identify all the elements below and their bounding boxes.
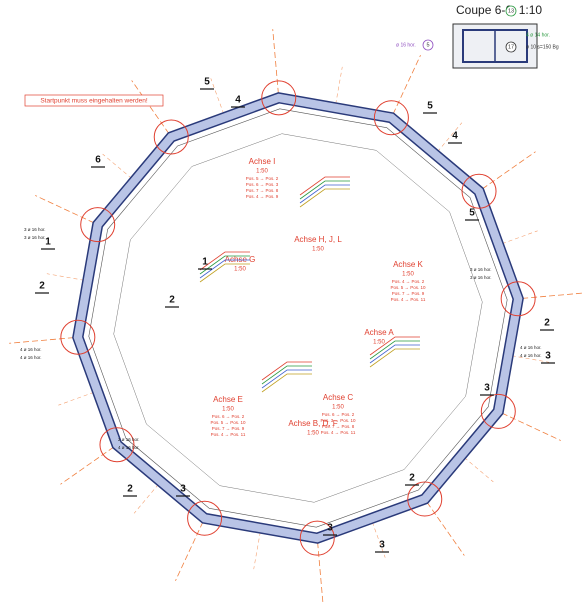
section-mark: 2 xyxy=(39,281,45,292)
bar-label: 4 ø 16 hor. xyxy=(20,347,42,352)
section-label: ø 16 hor. xyxy=(396,42,416,48)
section-mark: 3 xyxy=(484,383,490,394)
bar-label: 4 ø 16 hor. xyxy=(20,355,42,360)
axis-scale: 1:50 xyxy=(222,407,234,413)
section-label: 4 ø 14 hor. xyxy=(526,32,550,38)
warning-text: Startpunkt muss eingehalten werden! xyxy=(40,98,148,105)
section-mark: 5 xyxy=(204,77,210,88)
axis-scale: 1:50 xyxy=(332,405,344,411)
position-number: 13 xyxy=(508,8,514,14)
section-mark: 2 xyxy=(127,484,133,495)
axis-note: Pos. 3 → Pos. 10 xyxy=(320,418,356,423)
section-label: ø 10 s=150 Bg xyxy=(526,44,559,50)
axis-note: Pos. 5 → Pos. 2 xyxy=(246,176,279,181)
position-number: 17 xyxy=(508,44,514,50)
section-mark: 3 xyxy=(180,484,186,495)
axis-scale: 1:50 xyxy=(312,247,324,253)
bar-label: 4 ø 16 hor. xyxy=(118,445,140,450)
section-title: Coupe 6-6, 1:10 xyxy=(456,3,542,17)
axis-note: Pos. 4 → Pos. 9 xyxy=(246,194,279,199)
section-view xyxy=(453,24,537,68)
bar-label: 2 ø 16 hor. xyxy=(118,437,140,442)
axis-note: Pos. 4 → Pos. 11 xyxy=(391,297,426,302)
section-mark: 5 xyxy=(469,208,475,219)
axis-name: Achse K xyxy=(393,260,423,269)
axis-name: Achse I xyxy=(249,157,276,166)
bar-label: 3 ø 16 hor. xyxy=(470,275,492,280)
bar-label: 4 ø 16 hor. xyxy=(520,345,542,350)
section-mark: 2 xyxy=(544,318,550,329)
axis-scale: 1:50 xyxy=(373,340,385,346)
axis-name: Achse C xyxy=(323,393,353,402)
bar-label: 3 ø 16 hor. xyxy=(470,267,492,272)
axis-note: Pos. 7 → Pos. 9 xyxy=(212,426,245,431)
section-mark: 4 xyxy=(452,131,458,142)
section-mark: 1 xyxy=(45,237,51,248)
axis-name: Achse E xyxy=(213,395,243,404)
axis-note: Pos. 5 → Pos. 10 xyxy=(390,285,426,290)
bar-label: 3 ø 16 hor. xyxy=(24,235,46,240)
axis-note: Pos. 6 → Pos. 3 xyxy=(246,182,279,187)
axis-name: Achse H, J, L xyxy=(294,235,342,244)
bar-label: 4 ø 16 hor. xyxy=(520,353,542,358)
axis-scale: 1:50 xyxy=(402,272,414,278)
section-mark: 6 xyxy=(95,155,101,166)
axis-note: Pos. 7 → Pos. 8 xyxy=(322,424,355,429)
position-number: 5 xyxy=(426,42,429,48)
axis-note: Pos. 4 → Pos. 11 xyxy=(321,430,356,435)
section-mark: 3 xyxy=(545,351,551,362)
section-mark: 5 xyxy=(427,101,433,112)
drawing: Coupe 6-6, 1:10131754 ø 14 hor.ø 10 s=15… xyxy=(0,0,584,604)
section-mark: 2 xyxy=(169,295,175,306)
bar-label: 3 ø 16 hor. xyxy=(24,227,46,232)
axis-note: Pos. 4 → Pos. 2 xyxy=(392,279,425,284)
axis-note: Pos. 7 → Pos. 8 xyxy=(246,188,279,193)
section-mark: 3 xyxy=(327,523,333,534)
axis-note: Pos. 6 → Pos. 2 xyxy=(212,414,245,419)
axis-scale: 1:50 xyxy=(307,431,319,437)
section-mark: 1 xyxy=(202,257,208,268)
section-mark: 4 xyxy=(235,95,241,106)
axis-note: Pos. 5 → Pos. 10 xyxy=(210,420,246,425)
axis-scale: 1:50 xyxy=(234,267,246,273)
section-mark: 2 xyxy=(409,473,415,484)
axis-note: Pos. 7 → Pos. 9 xyxy=(392,291,425,296)
axis-scale: 1:50 xyxy=(256,169,268,175)
axis-note: Pos. 6 → Pos. 2 xyxy=(322,412,355,417)
axis-name: Achse A xyxy=(364,328,394,337)
section-mark: 3 xyxy=(379,540,385,551)
axis-note: Pos. 4 → Pos. 11 xyxy=(211,432,246,437)
